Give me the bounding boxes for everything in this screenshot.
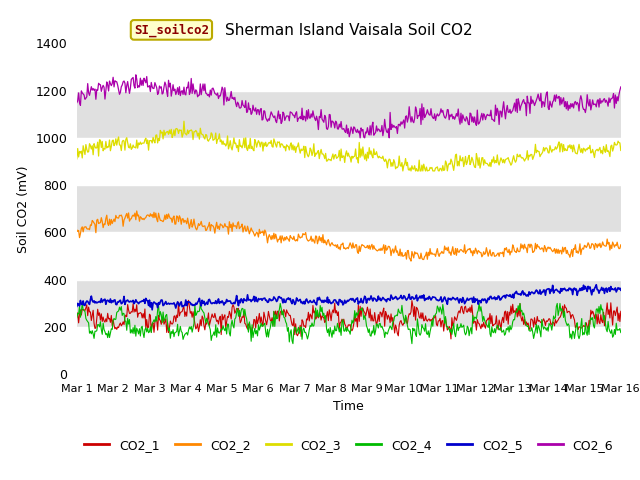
- Bar: [77, 91, 621, 138]
- Bar: [77, 185, 621, 232]
- X-axis label: Time: Time: [333, 400, 364, 413]
- Bar: [77, 327, 621, 374]
- Bar: [77, 43, 621, 91]
- Bar: [77, 232, 621, 280]
- Legend: CO2_1, CO2_2, CO2_3, CO2_4, CO2_5, CO2_6: CO2_1, CO2_2, CO2_3, CO2_4, CO2_5, CO2_6: [79, 433, 618, 456]
- Title: Sherman Island Vaisala Soil CO2: Sherman Island Vaisala Soil CO2: [225, 23, 472, 38]
- Y-axis label: Soil CO2 (mV): Soil CO2 (mV): [17, 165, 29, 252]
- Bar: [77, 138, 621, 185]
- Bar: [77, 280, 621, 327]
- Text: SI_soilco2: SI_soilco2: [134, 23, 209, 36]
